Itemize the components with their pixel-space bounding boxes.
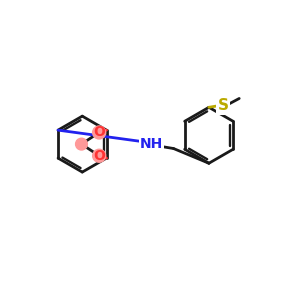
Circle shape bbox=[93, 126, 106, 139]
Circle shape bbox=[76, 138, 87, 150]
Text: O: O bbox=[93, 149, 105, 163]
Text: NH: NH bbox=[140, 137, 163, 151]
Circle shape bbox=[93, 149, 106, 162]
Text: S: S bbox=[218, 98, 229, 113]
Text: O: O bbox=[93, 125, 105, 140]
